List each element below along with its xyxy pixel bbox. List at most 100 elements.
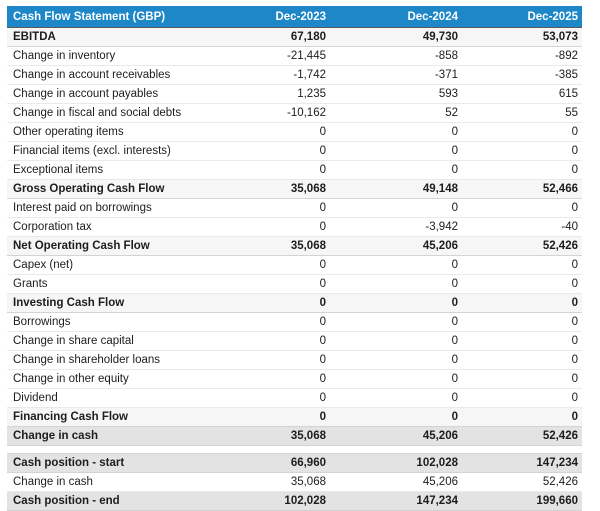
cell-value: 0 <box>330 122 462 142</box>
row-label: Change in shareholder loans <box>7 350 198 370</box>
row-label: Financial items (excl. interests) <box>7 141 198 161</box>
cell-value: 0 <box>462 369 582 389</box>
row-label: Change in account payables <box>7 84 198 104</box>
row-label: Cash position - end <box>7 491 198 511</box>
cell-value: 199,660 <box>462 491 582 511</box>
cell-value: 0 <box>462 331 582 351</box>
cell-value: 147,234 <box>330 491 462 511</box>
table-row: Dividend 0 0 0 <box>7 388 582 408</box>
cell-value: 0 <box>198 141 330 161</box>
row-label: Grants <box>7 274 198 294</box>
cell-value: 0 <box>198 122 330 142</box>
cell-value: 45,206 <box>330 472 462 492</box>
table-title: Cash Flow Statement (GBP) <box>7 6 198 28</box>
cell-value: 0 <box>198 331 330 351</box>
cell-value: 0 <box>330 198 462 218</box>
table-row: Other operating items 0 0 0 <box>7 122 582 142</box>
cash-position-table: Cash position - start 66,960 102,028 147,23… <box>7 453 582 511</box>
cell-value: 0 <box>198 312 330 332</box>
table-row: Corporation tax 0 -3,942 -40 <box>7 217 582 237</box>
row-label: Change in fiscal and social debts <box>7 103 198 123</box>
cell-value: 0 <box>330 312 462 332</box>
cell-value: 0 <box>330 331 462 351</box>
cash-flow-statement-table: Cash Flow Statement (GBP) Dec-2023 Dec-20… <box>7 6 582 446</box>
table-header-row: Cash Flow Statement (GBP) Dec-2023 Dec-20… <box>7 6 582 28</box>
table-row: Change in inventory -21,445 -858 -892 <box>7 46 582 66</box>
table-row: Capex (net) 0 0 0 <box>7 255 582 275</box>
row-label: Change in cash <box>7 426 198 446</box>
cell-value: 52,426 <box>462 426 582 446</box>
table-row: Cash position - end 102,028 147,234 199,660 <box>7 491 582 511</box>
cell-value: 0 <box>198 217 330 237</box>
cell-value: -858 <box>330 46 462 66</box>
row-label: Interest paid on borrowings <box>7 198 198 218</box>
cell-value: 66,960 <box>198 453 330 473</box>
cell-value: 35,068 <box>198 236 330 256</box>
cell-value: 102,028 <box>198 491 330 511</box>
table-body: EBITDA 67,180 49,730 53,073 Change in invent… <box>7 27 582 446</box>
cell-value: -892 <box>462 46 582 66</box>
cell-value: 67,180 <box>198 27 330 47</box>
row-label: Exceptional items <box>7 160 198 180</box>
cell-value: -3,942 <box>330 217 462 237</box>
cell-value: 0 <box>462 407 582 427</box>
cell-value: 147,234 <box>462 453 582 473</box>
cell-value: -1,742 <box>198 65 330 85</box>
cell-value: 0 <box>330 407 462 427</box>
cell-value: 0 <box>330 350 462 370</box>
cell-value: 0 <box>198 293 330 313</box>
cell-value: 35,068 <box>198 179 330 199</box>
cell-value: 1,235 <box>198 84 330 104</box>
cell-value: 0 <box>198 274 330 294</box>
cell-value: 0 <box>462 255 582 275</box>
table-row: Borrowings 0 0 0 <box>7 312 582 332</box>
row-label: Change in account receivables <box>7 65 198 85</box>
row-label: Corporation tax <box>7 217 198 237</box>
cell-value: 49,730 <box>330 27 462 47</box>
cell-value: 102,028 <box>330 453 462 473</box>
row-label: Dividend <box>7 388 198 408</box>
cell-value: 0 <box>330 388 462 408</box>
table-row: Grants 0 0 0 <box>7 274 582 294</box>
table-row: Exceptional items 0 0 0 <box>7 160 582 180</box>
cell-value: 0 <box>198 255 330 275</box>
row-label: Change in other equity <box>7 369 198 389</box>
column-header-dec-2024: Dec-2024 <box>330 6 462 28</box>
table-row: Change in account payables 1,235 593 615 <box>7 84 582 104</box>
cell-value: 0 <box>198 407 330 427</box>
cell-value: 49,148 <box>330 179 462 199</box>
cell-value: 0 <box>462 274 582 294</box>
cell-value: 0 <box>462 198 582 218</box>
cell-value: 35,068 <box>198 426 330 446</box>
row-label: EBITDA <box>7 27 198 47</box>
cash-position-body: Cash position - start 66,960 102,028 147,23… <box>7 453 582 511</box>
cell-value: 0 <box>330 255 462 275</box>
cell-value: 55 <box>462 103 582 123</box>
cell-value: 0 <box>462 312 582 332</box>
cell-value: -10,162 <box>198 103 330 123</box>
cell-value: -40 <box>462 217 582 237</box>
table-row: Financing Cash Flow 0 0 0 <box>7 407 582 427</box>
column-header-dec-2023: Dec-2023 <box>198 6 330 28</box>
row-label: Other operating items <box>7 122 198 142</box>
cell-value: 0 <box>198 160 330 180</box>
table-row: EBITDA 67,180 49,730 53,073 <box>7 27 582 47</box>
row-label: Cash position - start <box>7 453 198 473</box>
row-label: Gross Operating Cash Flow <box>7 179 198 199</box>
row-label: Change in inventory <box>7 46 198 66</box>
table-row: Change in fiscal and social debts -10,162… <box>7 103 582 123</box>
cell-value: 0 <box>462 293 582 313</box>
table-row: Financial items (excl. interests) 0 0 0 <box>7 141 582 161</box>
cell-value: 52,426 <box>462 472 582 492</box>
row-label: Financing Cash Flow <box>7 407 198 427</box>
table-row: Net Operating Cash Flow 35,068 45,206 52,42… <box>7 236 582 256</box>
cell-value: -371 <box>330 65 462 85</box>
cell-value: 0 <box>198 198 330 218</box>
table-row: Investing Cash Flow 0 0 0 <box>7 293 582 313</box>
column-header-dec-2025: Dec-2025 <box>462 6 582 28</box>
cell-value: 615 <box>462 84 582 104</box>
row-label: Change in share capital <box>7 331 198 351</box>
cell-value: 593 <box>330 84 462 104</box>
cell-value: 52,426 <box>462 236 582 256</box>
